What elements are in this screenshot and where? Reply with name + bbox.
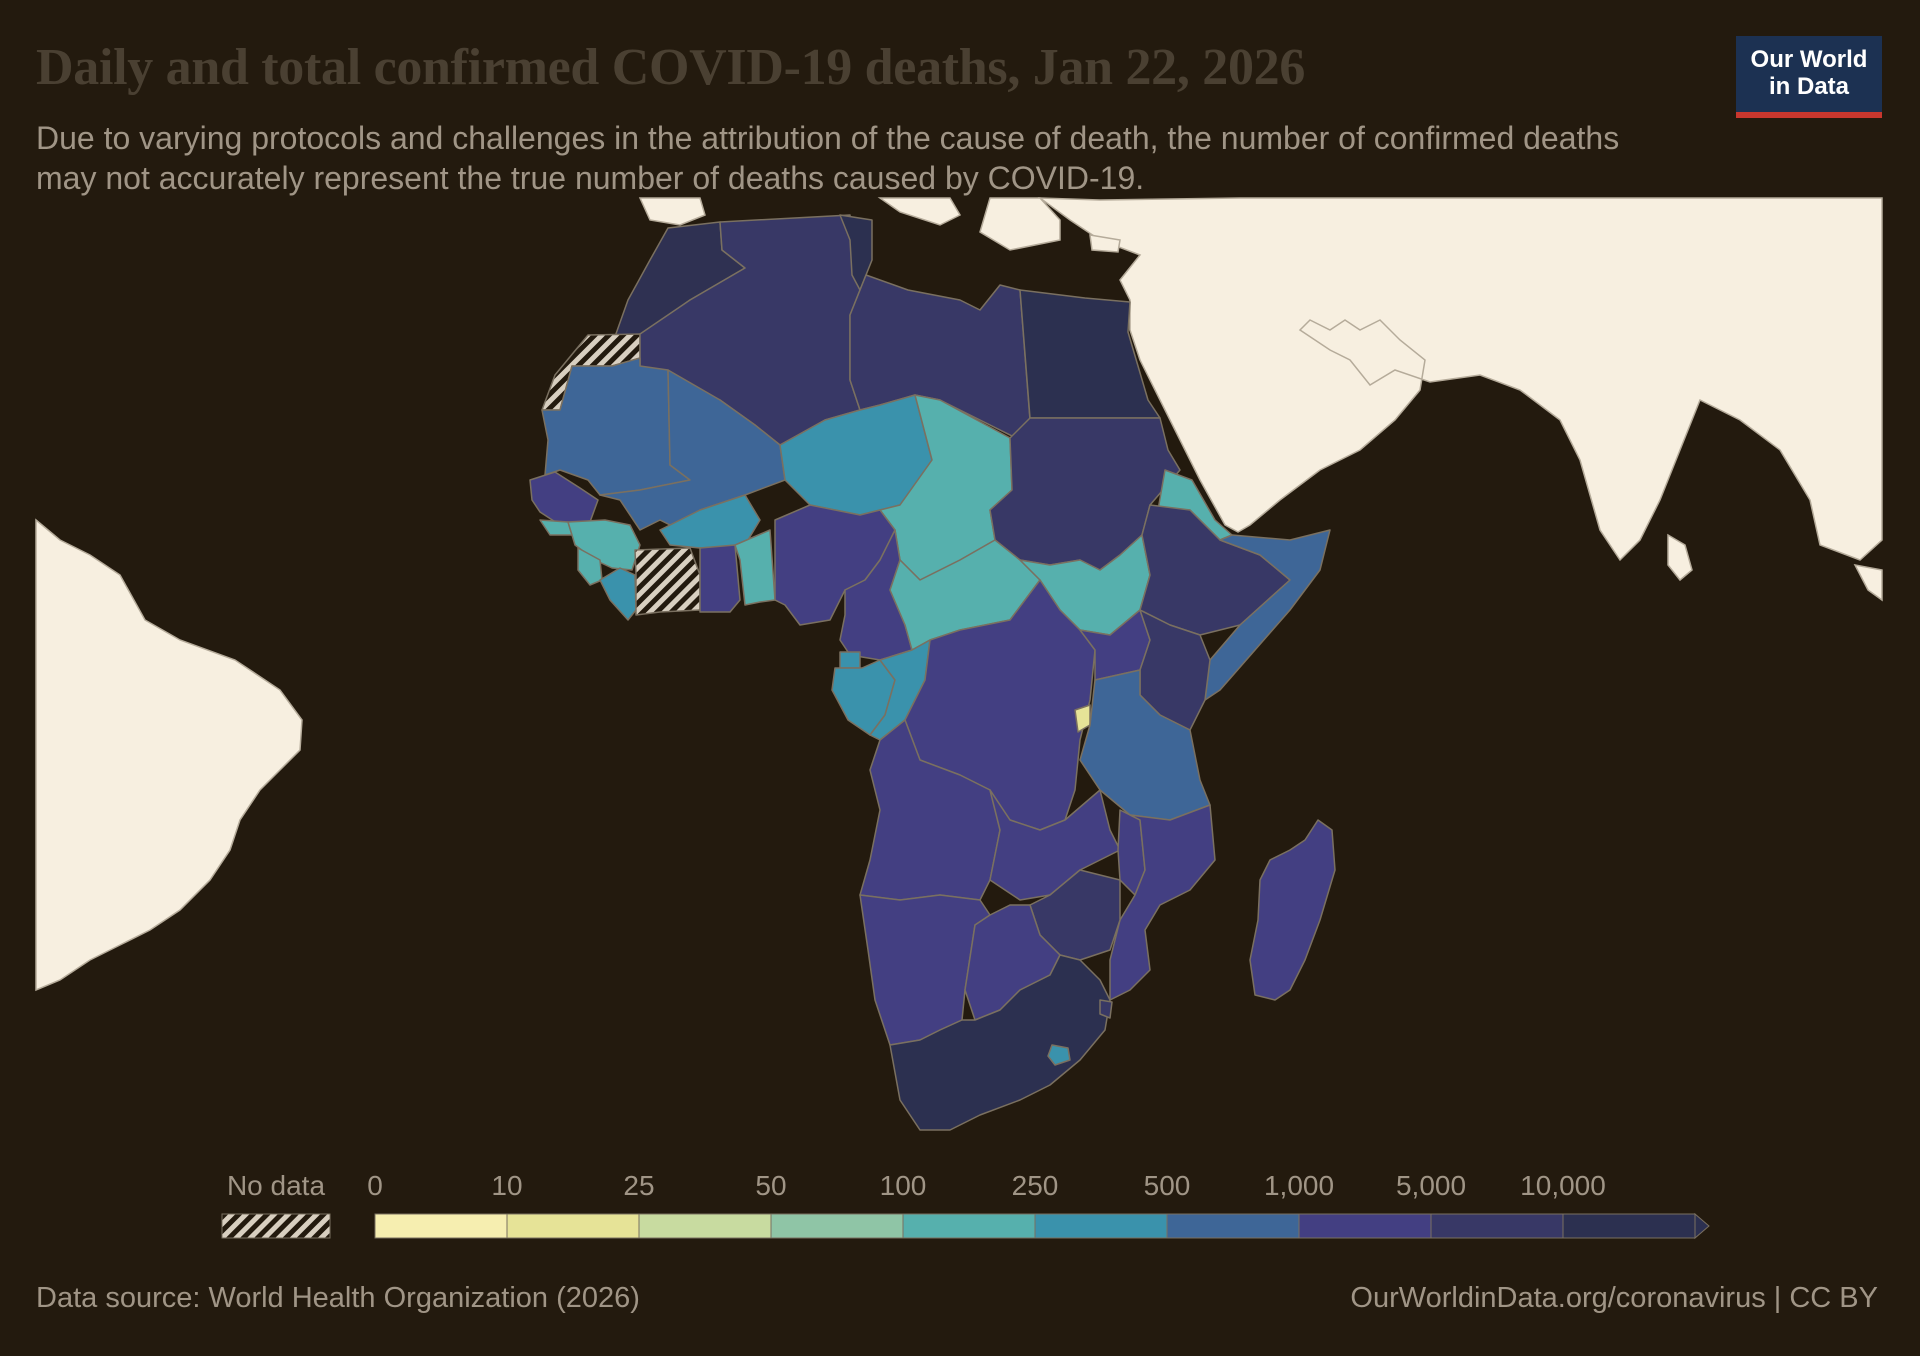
mauritius-reunion [1853,563,1883,602]
country-burkina-faso [659,494,761,549]
legend [221,1212,1710,1240]
country-equatorial-guinea [839,651,861,669]
other-land [35,197,1883,992]
logo-line-1: Our World [1750,46,1868,73]
legend-bin-8[interactable] [1430,1213,1564,1239]
country-libya [849,274,1031,441]
legend-tick-label: 50 [755,1170,787,1201]
legend-tick-label: 25 [623,1170,655,1201]
legend-tick-label: 250 [1011,1170,1059,1201]
legend-tick-label: 100 [879,1170,927,1201]
legend-bin-3[interactable] [770,1213,904,1239]
legend-bin-1[interactable] [506,1213,640,1239]
southern-europe [638,197,1121,253]
legend-tick-label: 1,000 [1263,1170,1335,1201]
country-somalia [1204,529,1331,701]
country-guinea-bissau [539,519,573,536]
data-source: Data source: World Health Organization (… [36,1282,640,1314]
country-mozambique [1109,804,1216,1001]
legend-tick-label: 5,000 [1395,1170,1467,1201]
africa-countries [529,214,1336,1131]
country-south-africa [889,954,1111,1131]
legend-bin-0[interactable] [374,1213,508,1239]
country-eswatini [1099,999,1113,1019]
legend-bin-9[interactable] [1562,1213,1696,1239]
sri-lanka [1667,533,1693,582]
legend-tick-label: 500 [1143,1170,1191,1201]
legend-tick-label: 0 [367,1170,383,1201]
legend-arrow-cap [1694,1212,1710,1240]
legend-tick-label: 10,000 [1520,1170,1606,1201]
legend-tick-label: 10 [491,1170,523,1201]
owid-logo[interactable]: Our World in Data [1736,36,1882,118]
country-liberia [599,567,637,621]
logo-line-2: in Data [1768,73,1849,100]
country-madagascar [1249,819,1336,1001]
chart-title: Daily and total confirmed COVID-19 death… [36,39,1306,96]
legend-bin-5[interactable] [1034,1213,1168,1239]
legend-bin-7[interactable] [1298,1213,1432,1239]
country-togo-benin [734,529,776,606]
legend-no-data-label: No data [226,1170,326,1201]
south-america [35,518,303,992]
arabian-peninsula-and-asia [1037,197,1883,562]
legend-bin-6[interactable] [1166,1213,1300,1239]
country-lesotho [1047,1044,1071,1066]
chart-subtitle: Due to varying protocols and challenges … [36,120,1620,196]
country-rwanda-burundi [1074,704,1091,733]
country-ghana [699,544,741,613]
country-sierra-leone [577,547,603,586]
country-cote-divoire [634,547,701,616]
country-namibia [859,894,991,1046]
source-link[interactable]: OurWorldinData.org/coronavirus | CC BY [1350,1282,1878,1314]
legend-bin-4[interactable] [902,1213,1036,1239]
legend-bin-2[interactable] [638,1213,772,1239]
legend-no-data-swatch [221,1213,331,1239]
